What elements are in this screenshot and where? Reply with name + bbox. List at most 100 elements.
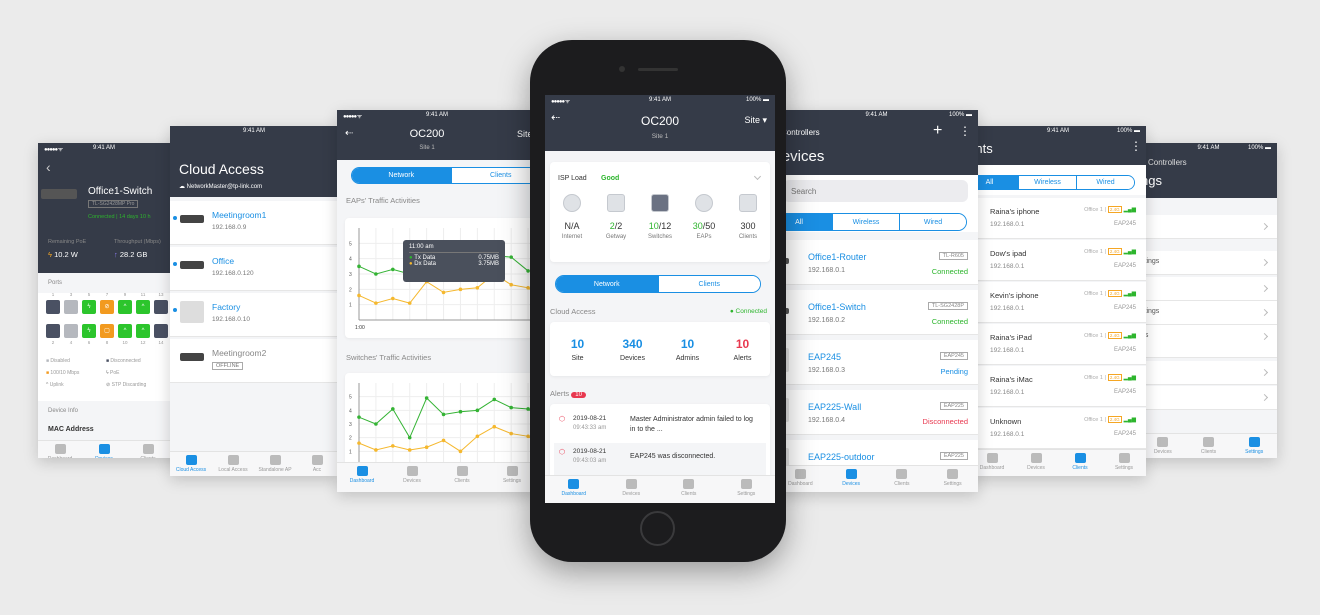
port-3[interactable] bbox=[64, 300, 78, 314]
more-icon[interactable]: ⋮ bbox=[959, 124, 971, 138]
controller-item[interactable]: Meetingroom1 192.168.0.9 bbox=[170, 201, 338, 245]
filter-all[interactable]: All bbox=[970, 176, 1018, 189]
site-dropdown[interactable]: Site ▾ bbox=[744, 115, 767, 125]
chevron-down-icon[interactable] bbox=[753, 172, 762, 181]
tab-devices[interactable]: Devices bbox=[387, 463, 437, 492]
dx-point[interactable] bbox=[509, 282, 513, 287]
port-14[interactable] bbox=[154, 324, 168, 338]
tx-point[interactable] bbox=[458, 409, 463, 414]
filter-all[interactable]: All bbox=[775, 214, 832, 230]
tab-clients[interactable]: Clients bbox=[660, 476, 718, 503]
dx-point[interactable] bbox=[424, 445, 429, 450]
alert-item[interactable]: ⬡ 2019-08-21 09:43:03 am EAP245 was disconn… bbox=[554, 443, 766, 475]
tx-point[interactable] bbox=[357, 264, 361, 269]
settings-item[interactable] bbox=[1140, 215, 1277, 239]
dx-point[interactable] bbox=[475, 286, 480, 290]
dx-point[interactable] bbox=[492, 424, 497, 429]
settings-item[interactable]: Settings bbox=[1140, 251, 1277, 275]
tab-devices[interactable]: Devices bbox=[603, 476, 661, 503]
tx-point[interactable] bbox=[374, 272, 378, 276]
port-5[interactable]: ϟ bbox=[82, 300, 96, 314]
tab-settings[interactable]: Settings bbox=[487, 463, 537, 492]
tx-point[interactable] bbox=[526, 407, 530, 411]
client-item[interactable]: Raina's iphone 192.168.0.1 Office 1 | 2.4G ▂… bbox=[970, 198, 1146, 239]
controller-item[interactable]: Factory 192.168.0.10 bbox=[170, 293, 338, 337]
client-item[interactable]: Unknown 192.168.0.1 Office 1 | 2.4G ▂▄▆ EAP24… bbox=[970, 408, 1146, 449]
dx-point[interactable] bbox=[526, 286, 530, 290]
tab-dashboard[interactable]: Dashboard bbox=[775, 466, 826, 492]
tx-point[interactable] bbox=[374, 422, 378, 426]
tab-devices[interactable]: Devices bbox=[826, 466, 877, 492]
client-item[interactable]: Raina's iMac 192.168.0.1 Office 1 | 2.4G ▂▄▆… bbox=[970, 366, 1146, 407]
tab-network[interactable]: Network bbox=[556, 276, 658, 292]
port-13[interactable] bbox=[154, 300, 168, 314]
client-item[interactable]: Raina's iPad 192.168.0.1 Office 1 | 2.4G ▂▄▆… bbox=[970, 324, 1146, 365]
port-6[interactable]: ϟ bbox=[82, 324, 96, 338]
more-icon[interactable]: ⋮ bbox=[1130, 139, 1142, 153]
tab-dashboard[interactable]: Dashboard bbox=[38, 441, 82, 458]
filter-wireless[interactable]: Wireless bbox=[832, 214, 899, 230]
logout-icon[interactable]: ⇠ bbox=[551, 112, 561, 124]
port-9[interactable]: ^ bbox=[118, 300, 132, 314]
client-item[interactable]: Kevin's iphone 192.168.0.1 Office 1 | 2.4G ▂… bbox=[970, 282, 1146, 323]
stat-getway[interactable]: 2/2 Getway bbox=[594, 194, 638, 240]
device-item[interactable]: Office1-Router 192.168.0.1 TL-R605 Connecte… bbox=[775, 240, 978, 285]
stat-clients[interactable]: 300 Clients bbox=[726, 194, 770, 240]
settings-item[interactable]: Settings bbox=[1140, 301, 1277, 325]
tab-acc[interactable]: Acc bbox=[296, 452, 338, 476]
dx-point[interactable] bbox=[407, 301, 412, 305]
device-item[interactable]: EAP225-Wall 192.168.0.4 EAP225 Disconnected bbox=[775, 390, 978, 435]
port-10[interactable]: ^ bbox=[118, 324, 132, 338]
tab-clients[interactable]: Clients bbox=[657, 276, 760, 292]
dx-point[interactable] bbox=[458, 449, 463, 454]
tx-point[interactable] bbox=[424, 396, 429, 400]
tx-point[interactable] bbox=[441, 412, 446, 417]
tab-devices[interactable]: Devices bbox=[82, 441, 126, 458]
tab-clients[interactable]: Clients bbox=[1186, 434, 1232, 458]
dx-point[interactable] bbox=[374, 301, 378, 305]
tab-dashboard[interactable]: Dashboard bbox=[337, 463, 387, 492]
port-4[interactable] bbox=[64, 324, 78, 338]
tx-point[interactable] bbox=[475, 408, 480, 413]
filter-wireless[interactable]: Wireless bbox=[1018, 176, 1076, 189]
dx-point[interactable] bbox=[509, 431, 513, 436]
back-icon[interactable]: ‹ bbox=[46, 159, 51, 175]
alert-item[interactable]: ⬡ 2019-08-21 09:43:33 am Master Administrat… bbox=[554, 410, 766, 442]
dx-point[interactable] bbox=[357, 441, 361, 445]
tab-standalone-ap[interactable]: Standalone AP bbox=[254, 452, 296, 476]
back-controllers[interactable]: Controllers bbox=[781, 128, 820, 137]
cloud-stat-admins[interactable]: 10 Admins bbox=[660, 337, 715, 362]
controller-item[interactable]: Office 192.168.0.120 bbox=[170, 247, 338, 291]
tab-dashboard[interactable]: Dashboard bbox=[545, 476, 603, 503]
search-input[interactable] bbox=[783, 180, 968, 202]
stat-internet[interactable]: N/A Internet bbox=[550, 194, 594, 240]
device-item[interactable]: Office1-Switch 192.168.0.2 TL-SG2428P Conne… bbox=[775, 290, 978, 335]
port-2[interactable] bbox=[46, 324, 60, 338]
tab-clients[interactable]: Clients bbox=[437, 463, 487, 492]
port-12[interactable]: ^ bbox=[136, 324, 150, 338]
client-item[interactable]: Dow's ipad 192.168.0.1 Office 1 | 2.4G ▂▄▆ EA… bbox=[970, 240, 1146, 281]
add-icon[interactable]: + bbox=[933, 122, 943, 139]
cloud-stat-devices[interactable]: 340 Devices bbox=[605, 337, 660, 362]
tab-settings[interactable]: Settings bbox=[1231, 434, 1277, 458]
tab-settings[interactable]: Settings bbox=[1102, 450, 1146, 476]
port-7[interactable]: ⊘ bbox=[100, 300, 114, 314]
filter-wired[interactable]: Wired bbox=[1076, 176, 1134, 189]
stat-eaps[interactable]: 30/50 EAPs bbox=[682, 194, 726, 240]
dx-point[interactable] bbox=[441, 438, 446, 443]
dx-point[interactable] bbox=[407, 448, 412, 452]
filter-wired[interactable]: Wired bbox=[899, 214, 966, 230]
cloud-stat-alerts[interactable]: 10 Alerts bbox=[715, 337, 770, 362]
tab-local-access[interactable]: Local Access bbox=[212, 452, 254, 476]
port-1[interactable] bbox=[46, 300, 60, 314]
cloud-stat-site[interactable]: 10 Site bbox=[550, 337, 605, 362]
tab-cloud-access[interactable]: Cloud Access bbox=[170, 452, 212, 476]
dx-point[interactable] bbox=[374, 448, 378, 452]
home-button[interactable] bbox=[640, 511, 675, 546]
tab-network[interactable]: Network bbox=[352, 168, 451, 183]
dx-point[interactable] bbox=[458, 287, 463, 292]
tab-devices[interactable]: Devices bbox=[1014, 450, 1058, 476]
tx-point[interactable] bbox=[391, 407, 395, 411]
site-dropdown[interactable]: Site bbox=[517, 129, 533, 139]
tab-devices[interactable]: Devices bbox=[1140, 434, 1186, 458]
